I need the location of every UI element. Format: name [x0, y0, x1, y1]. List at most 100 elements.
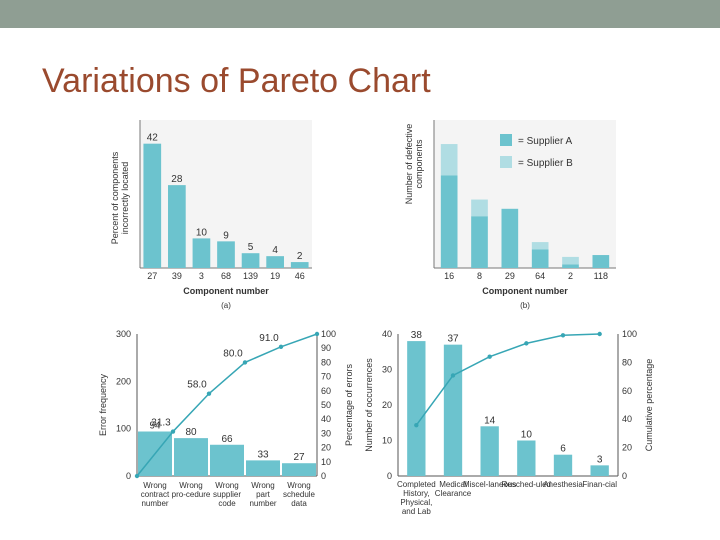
bar-value-label: 4: [272, 245, 278, 256]
top-bar: [0, 0, 720, 28]
category-label: Wrong schedule data: [283, 481, 316, 508]
x-tick-label: 68: [221, 271, 231, 281]
bar-value-label: 10: [521, 430, 533, 441]
x-tick-label: 16: [444, 271, 454, 281]
cumulative-point: [314, 331, 320, 337]
bar-value-label: 33: [257, 449, 269, 460]
bar: [143, 143, 162, 268]
category-label: Resched-uled: [502, 480, 551, 489]
right-tick-label: 90: [321, 343, 331, 353]
category-label: Medical Clearance: [435, 480, 472, 498]
pareto-chart-c-svg: 0 100 200 300 10 20 30 40 50 60 70 80 90 100 0 94 Wrong c…: [98, 329, 354, 508]
bar-supplier-a: [471, 216, 488, 268]
chart-caption: (b): [520, 301, 530, 310]
left-tick-label: 0: [387, 471, 392, 481]
bar-value-label: 5: [248, 242, 254, 253]
x-tick-label: 139: [243, 271, 258, 281]
bar-supplier-b: [440, 144, 458, 176]
right-tick-label: 80: [321, 357, 331, 367]
pareto-chart-b: 16 8 29 64 2 118 = Supplier A = Supplier B Compo…: [400, 118, 630, 323]
plot-area: [434, 120, 616, 268]
right-tick-label: 50: [321, 400, 331, 410]
bar: [168, 185, 186, 268]
bar-value-label: 80: [185, 427, 197, 438]
left-tick-label: 20: [382, 400, 392, 410]
category-label: Miscel-laneous: [463, 480, 516, 489]
bar: [443, 344, 463, 476]
x-tick-label: 29: [505, 271, 515, 281]
pareto-chart-d: 0 10 20 30 40 0 20 40 60 80 100 38 Completed History,…: [360, 325, 670, 535]
cumulative-point: [242, 360, 248, 365]
bar-supplier-b: [471, 199, 488, 217]
bar: [192, 238, 211, 268]
cumulative-point: [487, 354, 492, 359]
category-label: Wrong part number: [249, 481, 276, 508]
bar: [407, 341, 426, 476]
bar-value-label: 10: [196, 227, 208, 238]
cumulative-point: [134, 473, 140, 479]
bar-value-label: 37: [447, 334, 459, 345]
bar-supplier-a: [440, 175, 458, 268]
bar: [282, 463, 316, 476]
slide-title: Variations of Pareto Chart: [42, 62, 431, 100]
category-label: Wrong contract number: [141, 481, 170, 508]
y-axis-label: Percent of componentsincorrectly located: [110, 151, 130, 244]
bar: [266, 256, 284, 268]
bar-value-label: 2: [297, 251, 303, 262]
bar-supplier-a: [531, 249, 549, 268]
right-tick-label: 80: [622, 357, 632, 367]
bar-value-label: 66: [221, 434, 233, 445]
cumulative-point: [597, 331, 602, 337]
right-tick-label: 30: [321, 428, 331, 438]
bar: [246, 460, 280, 476]
bar-value-label: 6: [560, 444, 566, 455]
y-axis-label-right: Cumulative percentage: [644, 359, 654, 452]
right-tick-label: 0: [622, 471, 627, 481]
x-tick-label: 46: [295, 271, 305, 281]
cumulative-point: [278, 344, 284, 349]
bar: [290, 262, 309, 268]
left-tick-label: 40: [382, 329, 392, 339]
bar-supplier-b: [562, 256, 579, 265]
left-tick-label: 0: [126, 471, 131, 481]
bar: [590, 465, 609, 476]
right-tick-label: 60: [321, 386, 331, 396]
category-label: Finan-cial: [582, 480, 617, 489]
pareto-chart-d-svg: 0 10 20 30 40 0 20 40 60 80 100 38 Completed History,…: [364, 329, 654, 516]
bar-value-label: 14: [484, 415, 496, 426]
right-tick-label: 100: [321, 329, 336, 339]
bar-value-label: 9: [223, 230, 229, 241]
bar: [480, 426, 499, 476]
legend-label-supplier-a: = Supplier A: [518, 136, 573, 147]
x-axis-label: Component number: [482, 286, 568, 296]
cumulative-point: [170, 429, 176, 434]
y-axis-label: Number of occurrences: [364, 358, 374, 452]
x-tick-label: 118: [594, 271, 608, 281]
bar-value-label: 38: [411, 330, 423, 341]
left-tick-label: 300: [116, 329, 131, 339]
right-tick-label: 40: [321, 414, 331, 424]
x-tick-label: 2: [568, 271, 573, 281]
bar-supplier-a: [562, 264, 579, 268]
pareto-chart-a: 42 27 28 39 10 3 9 68 5 139 4 19 2 46 Component number…: [100, 118, 330, 323]
bar-supplier-a: [501, 208, 519, 268]
bar-value-label: 27: [293, 452, 305, 463]
bar-value-label: 3: [597, 454, 603, 465]
x-tick-label: 27: [147, 271, 157, 281]
cumulative-point: [560, 333, 566, 338]
right-tick-label: 20: [321, 443, 331, 453]
bar: [217, 241, 235, 268]
x-tick-label: 39: [172, 271, 182, 281]
category-label: Anesthesia: [543, 480, 583, 489]
cumulative-value-label: 31.3: [151, 418, 171, 429]
bar-value-label: 94: [149, 421, 161, 432]
x-tick-label: 8: [477, 271, 482, 281]
right-tick-label: 40: [622, 414, 632, 424]
cumulative-point: [524, 341, 529, 346]
legend-label-supplier-b: = Supplier B: [518, 158, 573, 169]
legend-swatch-supplier-b: [500, 156, 512, 168]
bar: [553, 454, 573, 476]
x-tick-label: 3: [199, 271, 204, 281]
bar: [210, 444, 244, 476]
x-axis-label: Component number: [183, 286, 269, 296]
